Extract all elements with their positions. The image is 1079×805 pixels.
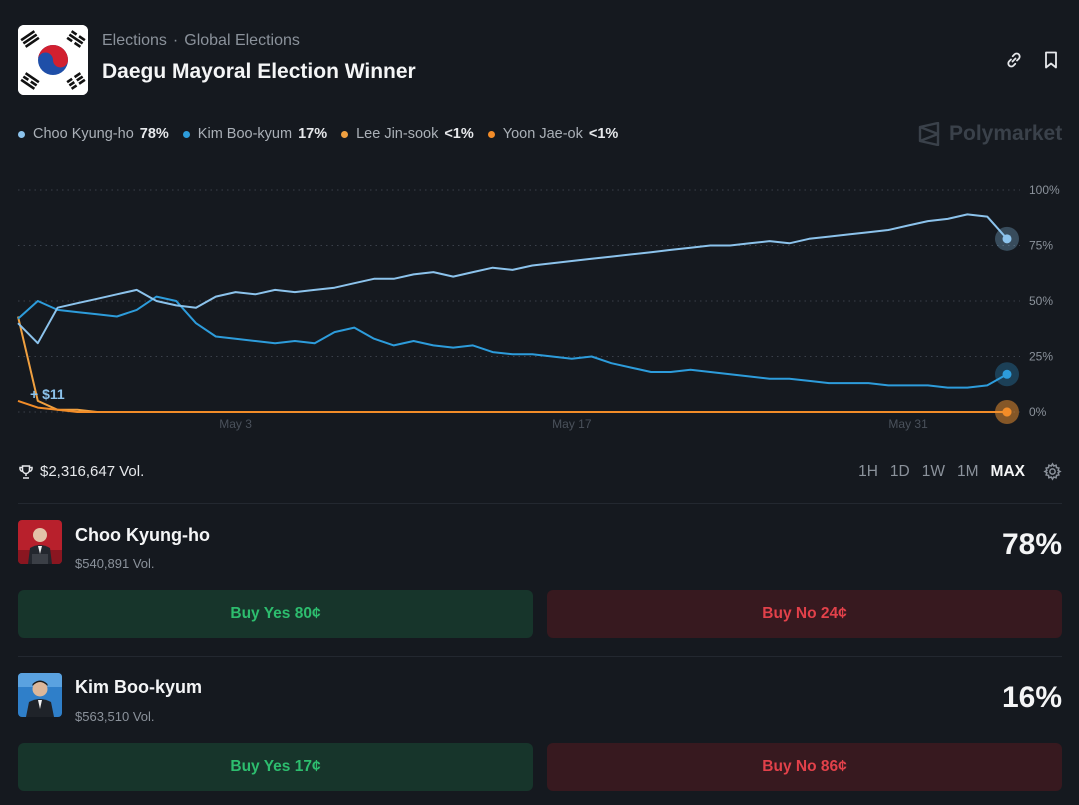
divider: [18, 503, 1062, 504]
legend-item-lee: Lee Jin-sook <1%: [341, 126, 474, 142]
breadcrumb: Elections · Global Elections: [102, 32, 300, 50]
trophy-icon: [19, 464, 33, 479]
polymarket-logo-icon: [918, 122, 940, 146]
x-tick-label: May 17: [552, 417, 592, 431]
range-max[interactable]: MAX: [990, 462, 1025, 480]
legend-item-choo: Choo Kyung-ho 78%: [18, 126, 169, 142]
series-line-choo: [17, 213, 1008, 345]
legend-pct: <1%: [588, 126, 619, 142]
divider: [18, 656, 1062, 657]
end-marker-kim: [1002, 369, 1012, 379]
range-1m[interactable]: 1M: [957, 462, 979, 480]
brand-name: Polymarket: [949, 122, 1063, 145]
breadcrumb-separator: ·: [172, 32, 179, 49]
y-tick-label: 0%: [1029, 405, 1047, 419]
range-1w[interactable]: 1W: [921, 462, 945, 480]
outcome-name: Kim Boo-kyum: [75, 677, 203, 697]
page-title: Daegu Mayoral Election Winner: [102, 60, 416, 83]
x-tick-label: May 31: [888, 417, 928, 431]
x-tick-label: May 3: [219, 417, 252, 431]
end-marker-choo: [1002, 234, 1012, 244]
range-1h[interactable]: 1H: [858, 462, 878, 480]
total-volume: $2,316,647 Vol.: [18, 463, 144, 480]
legend-pct: <1%: [444, 126, 474, 142]
outcome-probability: 16%: [1001, 681, 1062, 714]
y-tick-label: 100%: [1029, 183, 1060, 197]
y-tick-label: 50%: [1029, 294, 1053, 308]
south-korea-flag-icon: [18, 25, 88, 95]
chart-annotation: + $11: [30, 386, 65, 402]
end-marker-yoon: [1002, 407, 1012, 417]
legend-name: Lee Jin-sook: [356, 126, 439, 142]
legend-name: Yoon Jae-ok: [502, 126, 583, 142]
avatar-choo: [18, 520, 62, 564]
outcome-probability: 78%: [1001, 528, 1062, 561]
series-line-lee: [17, 316, 1007, 413]
series-line-yoon: [17, 399, 1007, 413]
time-range-selector: 1H 1D 1W 1M MAX: [846, 462, 1062, 481]
buy-yes-button[interactable]: Buy Yes 80¢: [18, 590, 533, 638]
legend-bullet-icon: [18, 130, 25, 138]
legend-item-kim: Kim Boo-kyum 17%: [182, 126, 328, 142]
outcome-volume: $540,891 Vol.: [75, 556, 155, 571]
buy-no-button[interactable]: Buy No 24¢: [547, 590, 1062, 638]
chart-legend: Choo Kyung-ho 78% Kim Boo-kyum 17% Lee J…: [18, 126, 618, 142]
buy-no-button[interactable]: Buy No 86¢: [547, 743, 1062, 791]
legend-name: Choo Kyung-ho: [33, 126, 134, 142]
legend-name: Kim Boo-kyum: [197, 126, 293, 142]
gear-icon[interactable]: [1043, 462, 1062, 481]
range-1d[interactable]: 1D: [889, 462, 910, 480]
legend-bullet-icon: [341, 130, 349, 138]
link-icon[interactable]: [1004, 50, 1024, 70]
legend-pct: 17%: [298, 126, 328, 142]
buy-yes-button[interactable]: Buy Yes 17¢: [18, 743, 533, 791]
y-tick-label: 75%: [1029, 239, 1053, 253]
total-volume-value: $2,316,647 Vol.: [40, 463, 145, 480]
bookmark-icon[interactable]: [1041, 50, 1061, 70]
legend-bullet-icon: [182, 130, 190, 138]
polymarket-logo: Polymarket: [918, 122, 1062, 146]
avatar-kim: [18, 673, 62, 717]
legend-pct: 78%: [139, 126, 169, 142]
breadcrumb-elections[interactable]: Elections: [102, 32, 167, 49]
legend-bullet-icon: [487, 130, 495, 138]
breadcrumb-global-elections[interactable]: Global Elections: [184, 32, 300, 49]
outcome-name: Choo Kyung-ho: [75, 525, 210, 545]
price-history-chart[interactable]: 100% 75% 50% 25% 0% May 3 May 17 May 31 + $11: [0, 170, 1079, 440]
outcome-volume: $563,510 Vol.: [75, 709, 155, 724]
series-line-kim: [17, 295, 1008, 389]
legend-item-yoon: Yoon Jae-ok <1%: [487, 126, 619, 142]
y-tick-label: 25%: [1029, 350, 1053, 364]
